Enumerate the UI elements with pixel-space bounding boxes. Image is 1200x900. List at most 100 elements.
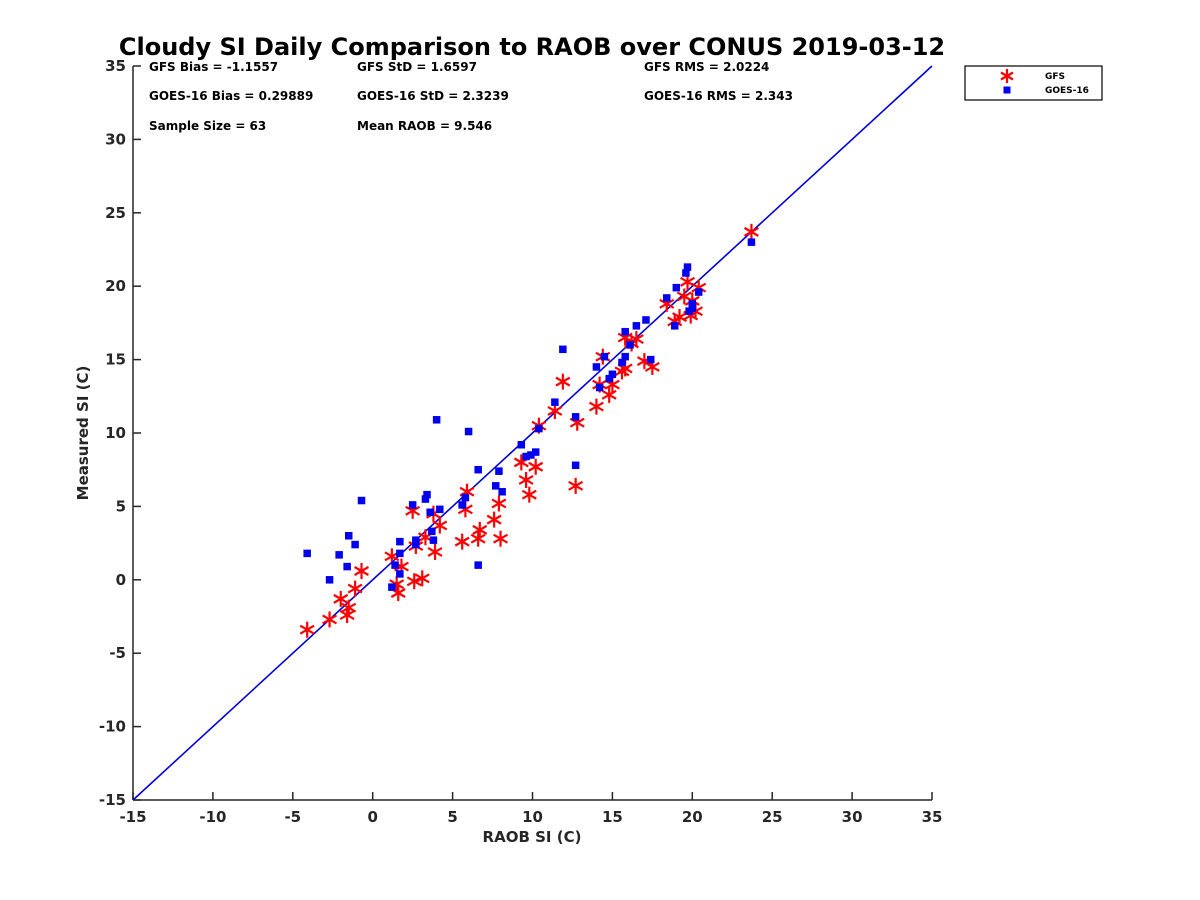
stat-annotation: GOES-16 StD = 2.3239 bbox=[357, 89, 509, 103]
goes16-point bbox=[344, 532, 353, 540]
goes16-point bbox=[595, 383, 604, 392]
goes16-point bbox=[464, 427, 473, 436]
goes16-point bbox=[432, 416, 441, 424]
y-tick-label: 30 bbox=[105, 130, 126, 148]
gfs-point bbox=[568, 477, 584, 494]
x-tick-label: 25 bbox=[762, 808, 783, 826]
gfs-point bbox=[518, 471, 534, 488]
goes16-point bbox=[426, 508, 434, 517]
gfs-point bbox=[521, 486, 537, 503]
goes16-point bbox=[423, 490, 431, 499]
y-tick-label: 0 bbox=[116, 571, 126, 589]
series-gfs bbox=[299, 223, 759, 638]
goes16-point bbox=[688, 304, 697, 312]
gfs-point bbox=[341, 599, 357, 616]
goes16-point bbox=[672, 283, 681, 292]
y-tick-label: 35 bbox=[105, 57, 126, 75]
data-points bbox=[299, 223, 759, 638]
goes16-point bbox=[388, 583, 396, 591]
goes16-point bbox=[325, 576, 334, 584]
goes16-point bbox=[343, 562, 351, 571]
goes16-point bbox=[618, 358, 626, 367]
legend-box bbox=[964, 65, 1103, 101]
goes16-point bbox=[408, 501, 417, 509]
goes16-point bbox=[522, 452, 530, 461]
y-tick-label: 25 bbox=[105, 204, 126, 222]
x-tick-label: 10 bbox=[522, 808, 543, 826]
goes16-point bbox=[670, 322, 679, 330]
goes16-point bbox=[694, 288, 703, 296]
goes16-point bbox=[495, 467, 503, 475]
goes16-point bbox=[551, 398, 559, 406]
goes16-point bbox=[662, 294, 671, 302]
gfs-point bbox=[491, 495, 507, 512]
y-axis-title: Measured SI (C) bbox=[74, 366, 92, 501]
goes16-point bbox=[531, 448, 540, 456]
gfs-point bbox=[322, 611, 338, 628]
stat-annotation: GOES-16 RMS = 2.343 bbox=[644, 89, 793, 103]
x-tick-label: -10 bbox=[199, 808, 226, 826]
goes16-point bbox=[621, 352, 629, 361]
gfs-point bbox=[427, 543, 443, 560]
legend-gfs-marker bbox=[1000, 69, 1014, 83]
x-tick-label: -5 bbox=[284, 808, 301, 826]
goes16-point bbox=[647, 355, 655, 364]
goes16-point bbox=[559, 345, 567, 354]
gfs-point bbox=[333, 590, 349, 607]
goes16-point bbox=[747, 238, 756, 246]
y-tick-label: 10 bbox=[105, 424, 126, 442]
x-tick-label: 35 bbox=[922, 808, 943, 826]
goes16-point bbox=[351, 540, 359, 549]
y-tick-label: 5 bbox=[116, 497, 126, 515]
gfs-point bbox=[493, 530, 509, 547]
goes16-point bbox=[688, 300, 697, 308]
x-tick-label: 15 bbox=[602, 808, 623, 826]
goes16-point bbox=[461, 493, 470, 502]
x-tick-label: 30 bbox=[842, 808, 863, 826]
gfs-point bbox=[528, 458, 544, 475]
gfs-point bbox=[601, 386, 617, 403]
gfs-point bbox=[406, 573, 422, 590]
legend: GFS GOES-16 bbox=[964, 65, 1103, 101]
y-tick-label: -5 bbox=[109, 644, 126, 662]
stat-annotation: Mean RAOB = 9.546 bbox=[357, 119, 492, 133]
gfs-point bbox=[454, 533, 470, 550]
x-axis-title: RAOB SI (C) bbox=[483, 828, 582, 846]
stat-annotation: GOES-16 Bias = 0.29889 bbox=[149, 89, 313, 103]
goes16-point bbox=[682, 269, 690, 277]
goes16-point bbox=[391, 561, 399, 569]
gfs-point bbox=[472, 521, 488, 538]
goes16-point bbox=[396, 537, 404, 546]
gfs-point bbox=[414, 570, 430, 587]
gfs-point bbox=[470, 530, 486, 547]
goes16-point bbox=[474, 465, 482, 474]
y-tick-label: -15 bbox=[99, 791, 126, 809]
gfs-point bbox=[588, 398, 604, 415]
gfs-point bbox=[743, 223, 759, 240]
x-tick-label: 5 bbox=[447, 808, 457, 826]
goes16-point bbox=[642, 316, 650, 324]
goes16-point bbox=[396, 570, 404, 578]
goes16-point bbox=[600, 352, 609, 361]
goes16-point bbox=[421, 495, 430, 503]
y-tick-label: 20 bbox=[105, 277, 126, 295]
stat-annotation: Sample Size = 63 bbox=[149, 119, 266, 133]
gfs-point bbox=[555, 373, 571, 390]
goes16-point bbox=[571, 413, 580, 421]
goes16-point bbox=[527, 451, 535, 459]
gfs-point bbox=[347, 580, 363, 597]
plot-area: -15 -10 -5 0 5 10 15 20 25 30 35 -15 -10 -5 0 5 10 15 20 25… bbox=[99, 57, 943, 826]
reference-line bbox=[132, 65, 933, 801]
goes16-point bbox=[605, 374, 613, 383]
goes16-point bbox=[429, 536, 438, 544]
goes16-point bbox=[621, 327, 629, 336]
goes16-point bbox=[517, 440, 526, 449]
goes16-point bbox=[683, 263, 692, 271]
goes16-point bbox=[335, 551, 343, 559]
goes16-point bbox=[412, 540, 420, 549]
goes16-point bbox=[498, 487, 506, 496]
goes16-point bbox=[608, 370, 617, 379]
gfs-point bbox=[299, 621, 315, 638]
y-tick-label: 15 bbox=[105, 351, 126, 369]
stat-annotation: GFS Bias = -1.1557 bbox=[149, 60, 278, 74]
